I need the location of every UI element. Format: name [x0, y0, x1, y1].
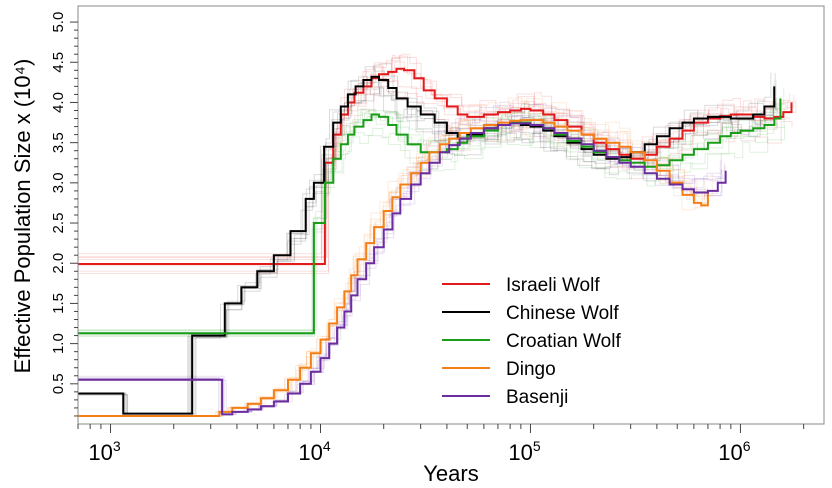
y-axis-title: Effective Population Size x (10⁴) [10, 59, 35, 374]
ensemble-line [78, 80, 791, 272]
x-tick-label: 106 [718, 438, 750, 465]
y-tick-label: 3.0 [50, 172, 67, 193]
y-tick-label: 0.5 [50, 373, 67, 394]
y-tick-label: 3.5 [50, 132, 67, 153]
legend-label: Dingo [506, 359, 556, 380]
x-tick-label: 104 [298, 438, 330, 465]
series-line [78, 67, 793, 265]
y-tick-label: 2.5 [50, 213, 67, 234]
ensemble-line [78, 105, 778, 332]
series-line [78, 122, 727, 416]
ensemble-line [78, 100, 709, 416]
legend-label: Croatian Wolf [506, 331, 621, 352]
y-tick-label: 4.5 [50, 52, 67, 73]
y-tick-label: 2.0 [50, 253, 67, 274]
y-tick-label: 4.0 [50, 92, 67, 113]
legend: Israeli Wolf Chinese Wolf Croatian Wolf Din… [442, 275, 621, 408]
ensemble-line [78, 87, 774, 415]
x-axis: 103 104 105 106 [77, 423, 824, 465]
ensemble-line [78, 63, 776, 414]
bootstrap-ensemble [78, 53, 797, 417]
x-axis-title: Years [423, 461, 478, 486]
ensemble-line [78, 55, 795, 258]
legend-label: Israeli Wolf [506, 275, 600, 296]
y-tick-label: 1.0 [50, 333, 67, 354]
series-line [78, 119, 709, 417]
y-tick-label: 1.5 [50, 293, 67, 314]
series-lines [78, 67, 793, 417]
x-tick-label: 105 [508, 438, 540, 465]
legend-label: Chinese Wolf [506, 303, 619, 324]
y-axis: 0.5 1.0 1.5 2.0 2.5 3.0 3.5 4.0 4.5 5.0 [50, 6, 79, 424]
ensemble-line [78, 87, 785, 333]
ensemble-line [78, 113, 777, 337]
series-line [78, 98, 782, 335]
ensemble-line [78, 105, 706, 417]
x-tick-label: 103 [88, 438, 120, 465]
ensemble-line [78, 126, 785, 337]
ensemble-line [78, 57, 795, 255]
ensemble-line [78, 80, 774, 415]
ensemble-line [78, 112, 705, 417]
ensemble-line [78, 85, 793, 274]
y-tick-label: 5.0 [50, 12, 67, 33]
series-line [78, 75, 776, 415]
ensemble-line [78, 79, 777, 331]
ensemble-line [78, 86, 777, 415]
ensemble-line [78, 75, 775, 415]
ensemble-line [78, 81, 775, 415]
legend-label: Basenji [506, 387, 568, 408]
ensemble-line [78, 118, 709, 417]
